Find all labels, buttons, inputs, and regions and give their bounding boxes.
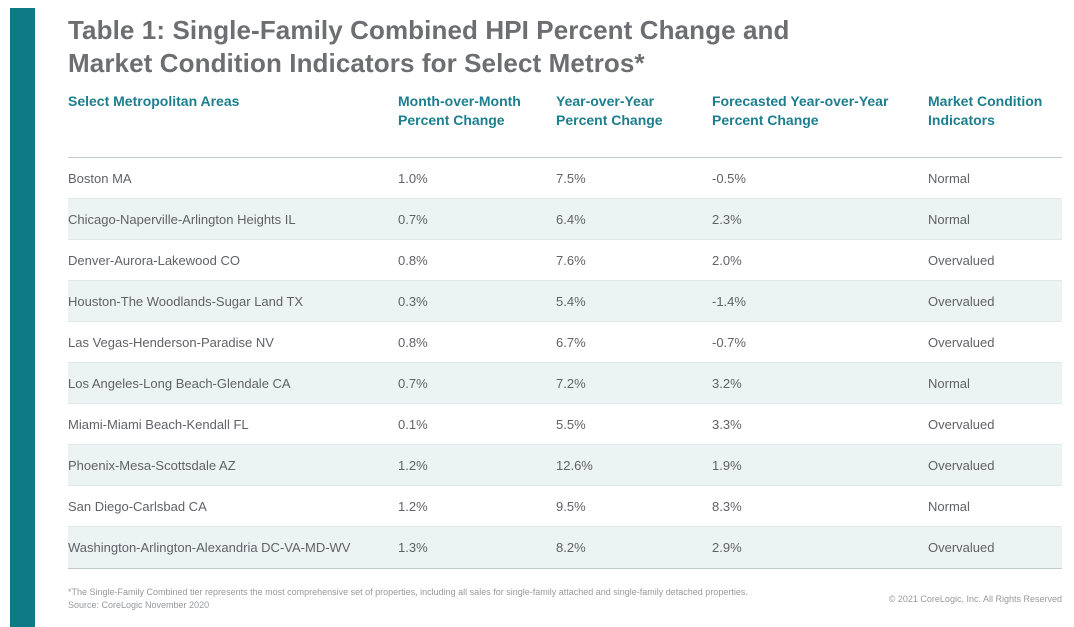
condition-value: Normal — [928, 498, 970, 514]
content-area: Table 1: Single-Family Combined HPI Perc… — [68, 0, 1062, 627]
mom-value: 0.3% — [398, 293, 428, 309]
forecast-value: 8.3% — [712, 498, 742, 514]
copyright-text: © 2021 CoreLogic, Inc. All Rights Reserv… — [888, 594, 1062, 604]
metro-name: Chicago-Naperville-Arlington Heights IL — [68, 211, 296, 227]
forecast-value: -0.5% — [712, 170, 746, 186]
yoy-value: 12.6% — [556, 457, 593, 473]
condition-value: Normal — [928, 211, 970, 227]
condition-value: Overvalued — [928, 540, 995, 555]
column-header-metro: Select Metropolitan Areas — [68, 93, 240, 109]
condition-value: Overvalued — [928, 252, 995, 268]
page-title: Table 1: Single-Family Combined HPI Perc… — [68, 14, 790, 80]
mom-value: 0.8% — [398, 334, 428, 350]
yoy-value: 9.5% — [556, 498, 586, 514]
source-text: Source: CoreLogic November 2020 — [68, 600, 210, 610]
condition-value: Overvalued — [928, 293, 995, 309]
forecast-value: -0.7% — [712, 334, 746, 350]
metro-name: Phoenix-Mesa-Scottsdale AZ — [68, 457, 236, 473]
condition-value: Normal — [928, 375, 970, 391]
condition-value: Normal — [928, 170, 970, 186]
left-accent-bar — [10, 8, 35, 627]
forecast-value: 3.3% — [712, 416, 742, 432]
metro-name: Denver-Aurora-Lakewood CO — [68, 252, 240, 268]
yoy-value: 5.4% — [556, 293, 586, 309]
forecast-value: 2.0% — [712, 252, 742, 268]
mom-value: 0.8% — [398, 252, 428, 268]
condition-value: Overvalued — [928, 457, 995, 473]
page-title-line1: Table 1: Single-Family Combined HPI Perc… — [68, 15, 790, 45]
footer: *The Single-Family Combined tier represe… — [68, 586, 1062, 612]
forecast-value: 3.2% — [712, 375, 742, 391]
table-row: Miami-Miami Beach-Kendall FL 0.1% 5.5% 3… — [68, 404, 1062, 445]
column-header-mom: Month-over-Month Percent Change — [398, 93, 521, 128]
table-row: Denver-Aurora-Lakewood CO 0.8% 7.6% 2.0%… — [68, 240, 1062, 281]
metro-name: Boston MA — [68, 170, 132, 186]
mom-value: 0.7% — [398, 375, 428, 391]
yoy-value: 6.7% — [556, 334, 586, 350]
metro-name: Washington-Arlington-Alexandria DC-VA-MD… — [68, 540, 351, 555]
forecast-value: 1.9% — [712, 457, 742, 473]
condition-value: Overvalued — [928, 416, 995, 432]
table-row: San Diego-Carlsbad CA 1.2% 9.5% 8.3% Nor… — [68, 486, 1062, 527]
yoy-value: 7.5% — [556, 170, 586, 186]
yoy-value: 6.4% — [556, 211, 586, 227]
mom-value: 0.7% — [398, 211, 428, 227]
column-header-yoy: Year-over-Year Percent Change — [556, 93, 663, 128]
metro-name: Houston-The Woodlands-Sugar Land TX — [68, 293, 304, 309]
table-row: Phoenix-Mesa-Scottsdale AZ 1.2% 12.6% 1.… — [68, 445, 1062, 486]
yoy-value: 5.5% — [556, 416, 586, 432]
mom-value: 1.2% — [398, 457, 428, 473]
page-title-line2: Market Condition Indicators for Select M… — [68, 48, 645, 78]
forecast-value: 2.9% — [712, 540, 742, 555]
footnote-text: *The Single-Family Combined tier represe… — [68, 587, 748, 597]
mom-value: 0.1% — [398, 416, 428, 432]
metro-name: Miami-Miami Beach-Kendall FL — [68, 416, 249, 432]
column-header-condition: Market Condition Indicators — [928, 93, 1043, 128]
table-row: Houston-The Woodlands-Sugar Land TX 0.3%… — [68, 281, 1062, 322]
mom-value: 1.0% — [398, 170, 428, 186]
yoy-value: 7.6% — [556, 252, 586, 268]
table-row: Chicago-Naperville-Arlington Heights IL … — [68, 199, 1062, 240]
mom-value: 1.3% — [398, 540, 428, 555]
table-row: Los Angeles-Long Beach-Glendale CA 0.7% … — [68, 363, 1062, 404]
yoy-value: 8.2% — [556, 540, 586, 555]
table-row: Boston MA 1.0% 7.5% -0.5% Normal — [68, 158, 1062, 199]
forecast-value: -1.4% — [712, 293, 746, 309]
metro-name: San Diego-Carlsbad CA — [68, 498, 207, 514]
table-row: Washington-Arlington-Alexandria DC-VA-MD… — [68, 527, 1062, 568]
condition-value: Overvalued — [928, 334, 995, 350]
column-header-forecast: Forecasted Year-over-Year Percent Change — [712, 93, 889, 128]
table-body: Boston MA 1.0% 7.5% -0.5% Normal Chicago… — [68, 157, 1062, 569]
mom-value: 1.2% — [398, 498, 428, 514]
table-header-row: Select Metropolitan Areas Month-over-Mon… — [68, 92, 1062, 130]
footnotes: *The Single-Family Combined tier represe… — [68, 586, 748, 612]
table-row: Las Vegas-Henderson-Paradise NV 0.8% 6.7… — [68, 322, 1062, 363]
forecast-value: 2.3% — [712, 211, 742, 227]
metro-name: Las Vegas-Henderson-Paradise NV — [68, 334, 274, 350]
yoy-value: 7.2% — [556, 375, 586, 391]
metro-name: Los Angeles-Long Beach-Glendale CA — [68, 375, 291, 391]
